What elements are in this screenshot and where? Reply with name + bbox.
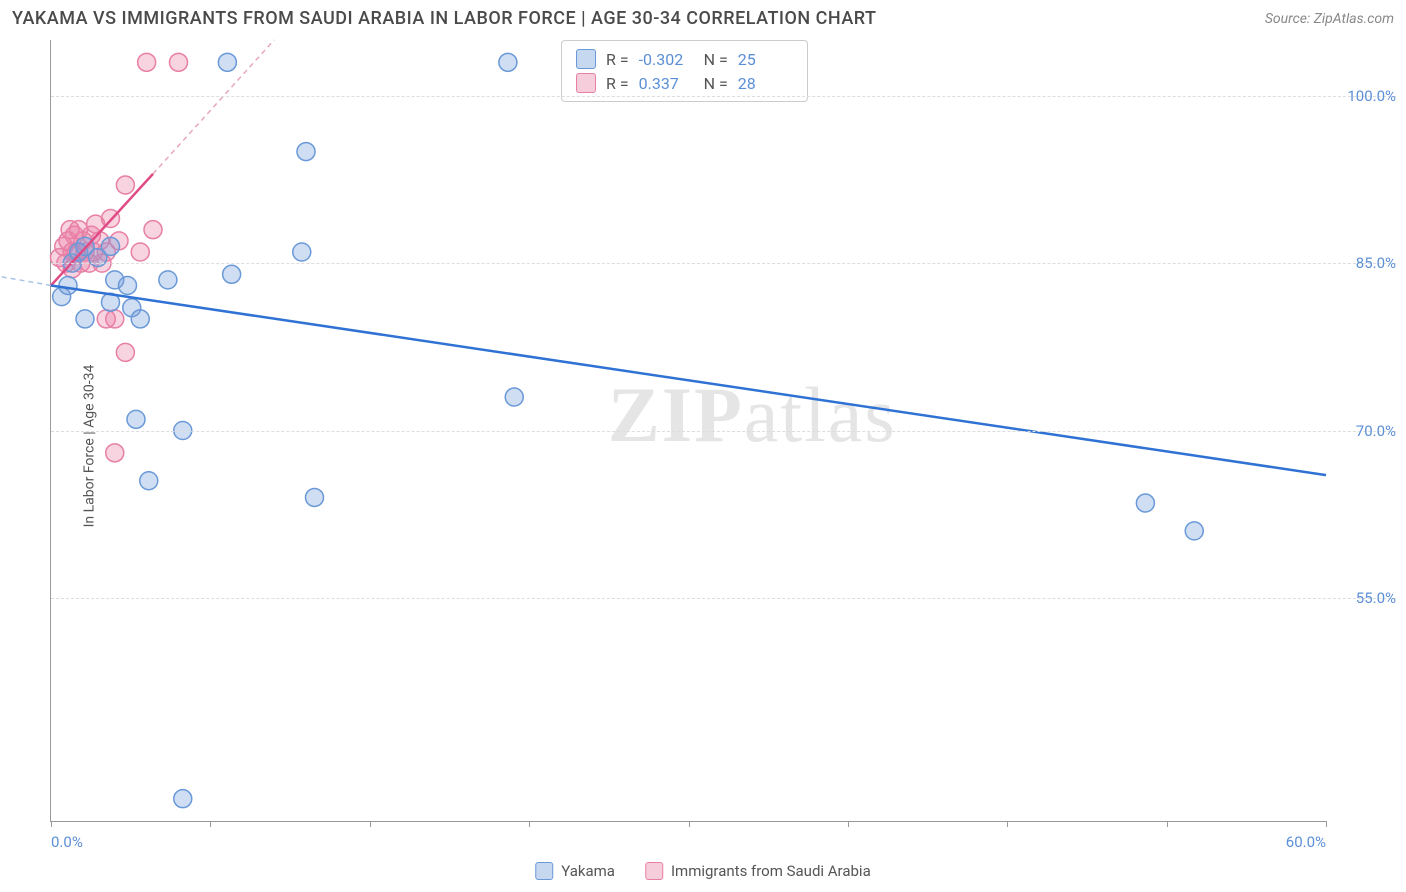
chart-container: YAKAMA VS IMMIGRANTS FROM SAUDI ARABIA I… <box>0 0 1406 892</box>
data-point <box>159 271 177 289</box>
bottom-legend: Yakama Immigrants from Saudi Arabia <box>535 862 871 880</box>
data-point <box>138 53 156 71</box>
y-tick-label: 70.0% <box>1356 422 1396 440</box>
x-tick <box>1167 821 1168 827</box>
grid-line <box>51 598 1396 599</box>
stats-row-1: R = -0.302 N = 25 <box>576 47 793 71</box>
source-label: Source: ZipAtlas.com <box>1265 11 1394 27</box>
data-point <box>131 243 149 261</box>
legend-item-2: Immigrants from Saudi Arabia <box>645 862 871 880</box>
plot-area: ZIPatlas R = -0.302 N = 25 R = 0.337 N =… <box>50 40 1326 822</box>
data-point <box>106 444 124 462</box>
stats-box: R = -0.302 N = 25 R = 0.337 N = 28 <box>561 40 808 102</box>
grid-line <box>51 263 1396 264</box>
data-point <box>102 237 120 255</box>
data-point <box>1136 494 1154 512</box>
data-point <box>499 53 517 71</box>
trend-line <box>51 285 1326 475</box>
data-point <box>174 790 192 808</box>
stats-r-2: 0.337 <box>639 74 694 93</box>
data-point <box>293 243 311 261</box>
chart-title: YAKAMA VS IMMIGRANTS FROM SAUDI ARABIA I… <box>12 8 876 29</box>
data-point <box>223 265 241 283</box>
stats-row-2: R = 0.337 N = 28 <box>576 71 793 95</box>
x-tick <box>1007 821 1008 827</box>
x-tick <box>1326 821 1327 827</box>
x-tick <box>51 821 52 827</box>
x-tick-label: 60.0% <box>1286 833 1326 851</box>
y-tick-label: 85.0% <box>1356 254 1396 272</box>
stats-r-1: -0.302 <box>639 50 694 69</box>
grid-line <box>51 96 1396 97</box>
data-point <box>505 388 523 406</box>
data-point <box>106 310 124 328</box>
x-tick <box>210 821 211 827</box>
stats-n-1: 25 <box>738 50 793 69</box>
x-tick <box>689 821 690 827</box>
legend-label-1: Yakama <box>561 862 615 880</box>
data-point <box>116 176 134 194</box>
y-tick-label: 55.0% <box>1356 589 1396 607</box>
stats-swatch-1 <box>576 49 596 69</box>
data-point <box>218 53 236 71</box>
legend-swatch-1 <box>535 862 553 880</box>
data-point <box>116 343 134 361</box>
y-tick-label: 100.0% <box>1347 87 1396 105</box>
data-point <box>170 53 188 71</box>
x-tick <box>848 821 849 827</box>
data-point <box>119 276 137 294</box>
x-tick <box>529 821 530 827</box>
x-tick-label: 0.0% <box>51 833 83 851</box>
legend-swatch-2 <box>645 862 663 880</box>
data-point <box>297 143 315 161</box>
title-bar: YAKAMA VS IMMIGRANTS FROM SAUDI ARABIA I… <box>12 8 1394 29</box>
data-point <box>127 410 145 428</box>
data-point <box>140 472 158 490</box>
stats-n-2: 28 <box>738 74 793 93</box>
grid-line <box>51 431 1396 432</box>
legend-item-1: Yakama <box>535 862 615 880</box>
legend-label-2: Immigrants from Saudi Arabia <box>671 862 871 880</box>
stats-swatch-2 <box>576 73 596 93</box>
data-point <box>306 488 324 506</box>
data-point <box>1185 522 1203 540</box>
x-tick <box>370 821 371 827</box>
data-point <box>131 310 149 328</box>
data-point <box>144 221 162 239</box>
data-point <box>59 276 77 294</box>
data-point <box>76 310 94 328</box>
